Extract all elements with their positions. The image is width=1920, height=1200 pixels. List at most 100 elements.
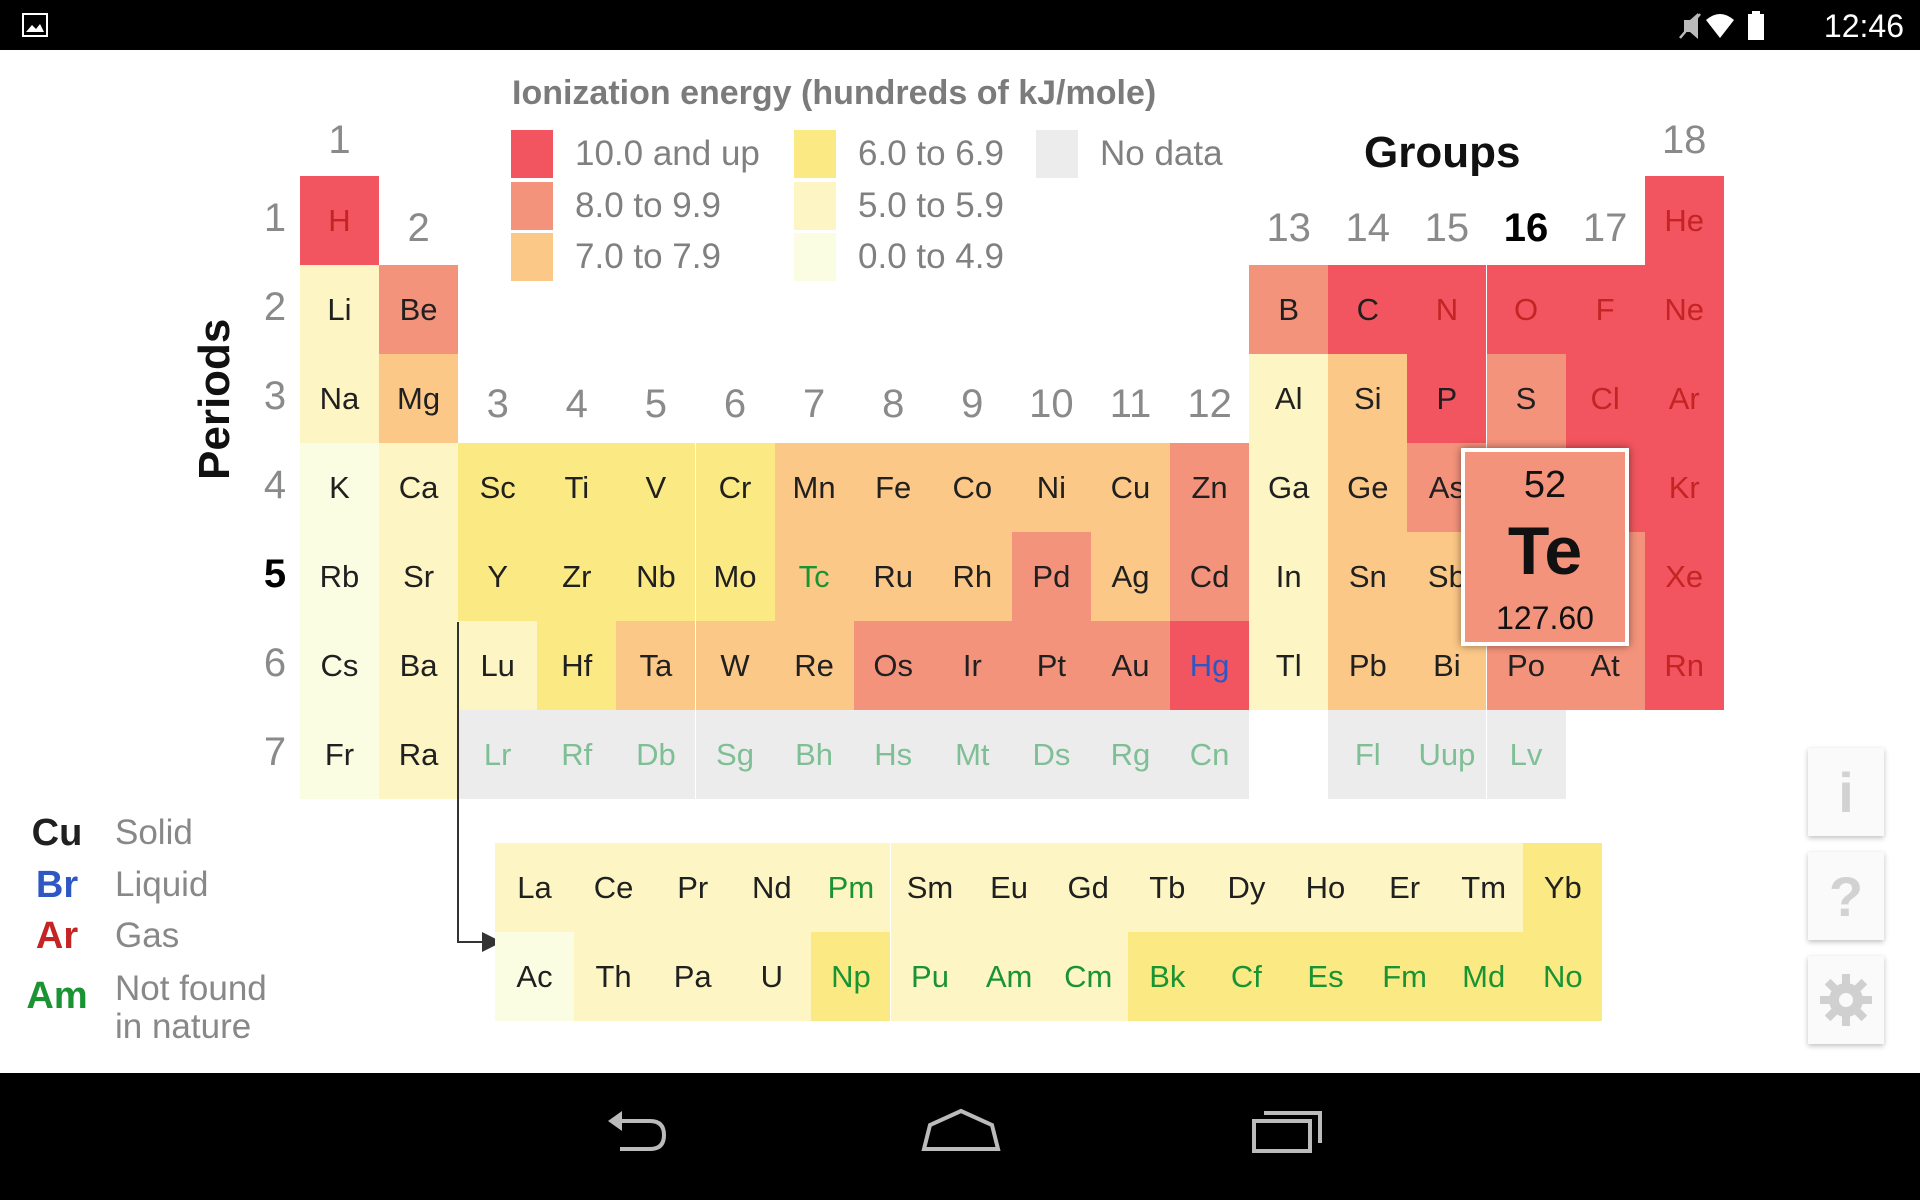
element-w[interactable]: W <box>695 621 775 710</box>
element-md[interactable]: Md <box>1444 932 1524 1021</box>
element-ac[interactable]: Ac <box>495 932 574 1021</box>
element-cs[interactable]: Cs <box>300 621 379 710</box>
element-cd[interactable]: Cd <box>1170 532 1250 621</box>
element-re[interactable]: Re <box>774 621 854 710</box>
group-label-2[interactable]: 2 <box>407 206 430 250</box>
element-kr[interactable]: Kr <box>1644 443 1724 532</box>
element-nd[interactable]: Nd <box>732 843 812 932</box>
element-no[interactable]: No <box>1523 932 1603 1021</box>
element-mt[interactable]: Mt <box>932 710 1012 799</box>
element-pb[interactable]: Pb <box>1328 621 1408 710</box>
group-label-15[interactable]: 15 <box>1424 206 1470 250</box>
group-label-18[interactable]: 18 <box>1661 118 1707 162</box>
element-sg[interactable]: Sg <box>695 710 775 799</box>
period-label-6[interactable]: 6 <box>263 641 287 685</box>
period-label-2[interactable]: 2 <box>263 285 287 329</box>
recents-icon[interactable] <box>1250 1103 1324 1159</box>
element-zn[interactable]: Zn <box>1170 443 1250 532</box>
element-p[interactable]: P <box>1407 354 1487 443</box>
element-bi[interactable]: Bi <box>1407 621 1487 710</box>
element-ru[interactable]: Ru <box>853 532 933 621</box>
group-label-4[interactable]: 4 <box>565 382 588 426</box>
group-label-16[interactable]: 16 <box>1503 206 1549 250</box>
back-icon[interactable] <box>600 1103 672 1159</box>
group-label-3[interactable]: 3 <box>486 382 509 426</box>
element-ir[interactable]: Ir <box>932 621 1012 710</box>
element-db[interactable]: Db <box>616 710 696 799</box>
element-am[interactable]: Am <box>969 932 1049 1021</box>
element-hf[interactable]: Hf <box>537 621 617 710</box>
element-pa[interactable]: Pa <box>653 932 733 1021</box>
group-label-1[interactable]: 1 <box>328 118 351 162</box>
element-gd[interactable]: Gd <box>1048 843 1128 932</box>
group-label-8[interactable]: 8 <box>882 382 905 426</box>
element-o[interactable]: O <box>1486 265 1566 354</box>
element-xe[interactable]: Xe <box>1644 532 1724 621</box>
settings-button[interactable] <box>1808 956 1884 1044</box>
element-ds[interactable]: Ds <box>1011 710 1091 799</box>
element-pt[interactable]: Pt <box>1011 621 1091 710</box>
element-f[interactable]: F <box>1565 265 1645 354</box>
group-label-10[interactable]: 10 <box>1029 382 1074 426</box>
element-tc[interactable]: Tc <box>774 532 854 621</box>
group-label-13[interactable]: 13 <box>1266 206 1311 250</box>
element-lr[interactable]: Lr <box>458 710 538 799</box>
element-pd[interactable]: Pd <box>1011 532 1091 621</box>
element-th[interactable]: Th <box>574 932 654 1021</box>
element-sc[interactable]: Sc <box>458 443 538 532</box>
element-cl[interactable]: Cl <box>1565 354 1645 443</box>
element-rf[interactable]: Rf <box>537 710 617 799</box>
element-ag[interactable]: Ag <box>1091 532 1170 621</box>
element-os[interactable]: Os <box>853 621 933 710</box>
element-mn[interactable]: Mn <box>774 443 854 532</box>
group-label-5[interactable]: 5 <box>644 382 668 426</box>
group-label-14[interactable]: 14 <box>1345 206 1391 250</box>
element-in[interactable]: In <box>1249 532 1329 621</box>
element-tb[interactable]: Tb <box>1127 843 1207 932</box>
element-fl[interactable]: Fl <box>1328 710 1408 799</box>
element-v[interactable]: V <box>616 443 696 532</box>
element-sm[interactable]: Sm <box>890 843 970 932</box>
element-lv[interactable]: Lv <box>1486 710 1566 799</box>
element-mg[interactable]: Mg <box>379 354 459 443</box>
element-tl[interactable]: Tl <box>1249 621 1329 710</box>
element-s[interactable]: S <box>1486 354 1566 443</box>
element-fr[interactable]: Fr <box>300 710 379 799</box>
element-rh[interactable]: Rh <box>932 532 1012 621</box>
element-ar[interactable]: Ar <box>1644 354 1724 443</box>
element-dy[interactable]: Dy <box>1206 843 1286 932</box>
element-eu[interactable]: Eu <box>969 843 1049 932</box>
element-he[interactable]: He <box>1644 176 1724 265</box>
element-pr[interactable]: Pr <box>653 843 733 932</box>
element-h[interactable]: H <box>300 176 379 265</box>
info-button[interactable]: i <box>1808 748 1884 836</box>
selected-element-popup[interactable]: 52 Te 127.60 <box>1461 448 1629 646</box>
element-uup[interactable]: Uup <box>1407 710 1487 799</box>
group-label-11[interactable]: 11 <box>1109 382 1152 426</box>
group-label-17[interactable]: 17 <box>1582 206 1628 250</box>
element-cu[interactable]: Cu <box>1091 443 1170 532</box>
element-n[interactable]: N <box>1407 265 1487 354</box>
element-bk[interactable]: Bk <box>1127 932 1207 1021</box>
help-button[interactable]: ? <box>1808 852 1884 940</box>
period-label-1[interactable]: 1 <box>263 196 287 240</box>
element-hg[interactable]: Hg <box>1170 621 1250 710</box>
element-sr[interactable]: Sr <box>379 532 459 621</box>
element-ge[interactable]: Ge <box>1328 443 1408 532</box>
group-label-6[interactable]: 6 <box>723 382 747 426</box>
element-pu[interactable]: Pu <box>890 932 970 1021</box>
element-np[interactable]: Np <box>811 932 891 1021</box>
element-rn[interactable]: Rn <box>1644 621 1724 710</box>
element-yb[interactable]: Yb <box>1523 843 1603 932</box>
element-cr[interactable]: Cr <box>695 443 775 532</box>
element-ho[interactable]: Ho <box>1286 843 1365 932</box>
element-es[interactable]: Es <box>1286 932 1365 1021</box>
element-ce[interactable]: Ce <box>574 843 654 932</box>
element-fe[interactable]: Fe <box>853 443 933 532</box>
element-co[interactable]: Co <box>932 443 1012 532</box>
element-u[interactable]: U <box>732 932 812 1021</box>
element-ca[interactable]: Ca <box>379 443 459 532</box>
element-zr[interactable]: Zr <box>537 532 617 621</box>
element-ra[interactable]: Ra <box>379 710 459 799</box>
element-pm[interactable]: Pm <box>811 843 891 932</box>
